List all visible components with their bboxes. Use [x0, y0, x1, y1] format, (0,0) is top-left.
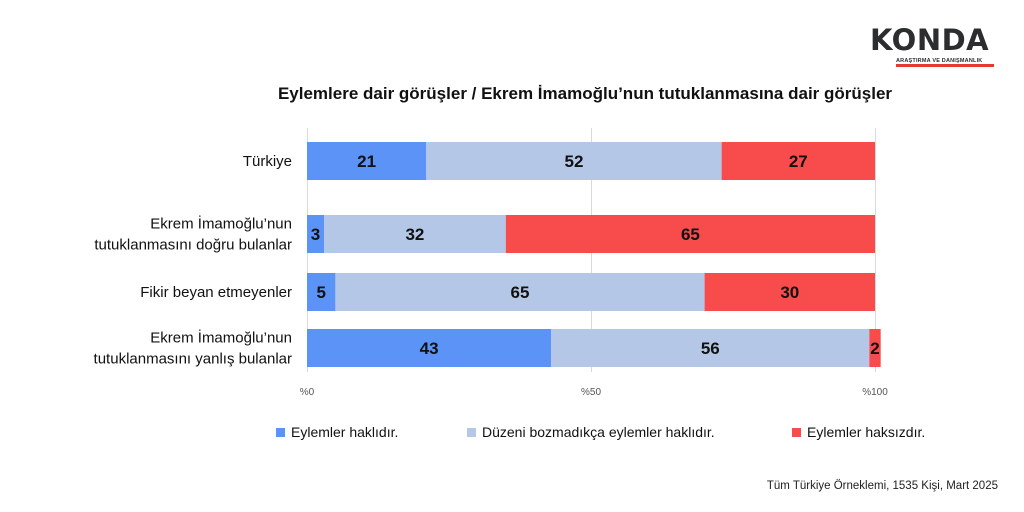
bar-segment: [307, 273, 336, 311]
category-label: Türkiye: [243, 153, 292, 170]
logo-tagline: ARAŞTIRMA VE DANIŞMANLIK: [896, 58, 983, 64]
bar-segment: [324, 215, 506, 253]
data-label: 52: [564, 152, 583, 171]
data-label: 32: [405, 225, 424, 244]
bar-segment: [869, 329, 881, 367]
legend-item-eylemler-haklidir: Eylemler haklıdır.: [276, 424, 398, 440]
data-label: 2: [870, 339, 879, 358]
logo-wordmark: KONDA: [870, 23, 990, 57]
bar-segment: [505, 215, 875, 253]
bar-segment: [426, 142, 722, 180]
bar-segment: [307, 329, 552, 367]
x-tick-label: %100: [862, 387, 888, 398]
legend-label: Eylemler haklıdır.: [291, 424, 399, 440]
data-label: 65: [511, 283, 530, 302]
legend: Eylemler haklıdır. Düzeni bozmadıkça eyl…: [0, 424, 1024, 444]
legend-item-eylemler-haksizdir: Eylemler haksızdır.: [792, 424, 925, 440]
legend-label: Düzeni bozmadıkça eylemler haklıdır.: [482, 424, 715, 440]
logo-underline: [896, 64, 994, 67]
legend-swatch-light-blue: [467, 427, 476, 437]
category-label: tutuklanmasını yanlış bulanlar: [94, 351, 292, 368]
bar-segment: [721, 142, 875, 180]
category-label: Fikir beyan etmeyenler: [140, 284, 292, 301]
x-tick-label: %50: [581, 387, 601, 398]
category-label: Ekrem İmamoğlu’nun: [150, 329, 292, 347]
x-tick-label: %0: [300, 387, 315, 398]
konda-logo: KONDA ARAŞTIRMA VE DANIŞMANLIK: [866, 24, 1006, 68]
legend-item-duzeni-bozmadikca: Düzeni bozmadıkça eylemler haklıdır.: [467, 424, 715, 440]
bar-segment: [704, 273, 875, 311]
bar-segment: [335, 273, 705, 311]
data-label: 3: [311, 225, 320, 244]
data-label: 65: [681, 225, 700, 244]
data-label: 5: [316, 283, 325, 302]
legend-swatch-blue: [276, 427, 285, 437]
data-label: 56: [701, 339, 720, 358]
data-label: 30: [780, 283, 799, 302]
source-note: Tüm Türkiye Örneklemi, 1535 Kişi, Mart 2…: [766, 480, 998, 492]
bar-segment: [307, 215, 325, 253]
bar-segment: [307, 142, 427, 180]
data-label: 27: [789, 152, 808, 171]
legend-swatch-red: [792, 427, 801, 437]
data-label: 21: [357, 152, 376, 171]
category-label: Ekrem İmamoğlu’nun: [150, 215, 292, 233]
category-label: tutuklanmasını doğru bulanlar: [94, 237, 292, 254]
chart-title: Eylemlere dair görüşler / Ekrem İmamoğlu…: [277, 84, 893, 103]
bar-segment: [551, 329, 870, 367]
data-label: 43: [420, 339, 439, 358]
legend-label: Eylemler haksızdır.: [807, 424, 926, 440]
